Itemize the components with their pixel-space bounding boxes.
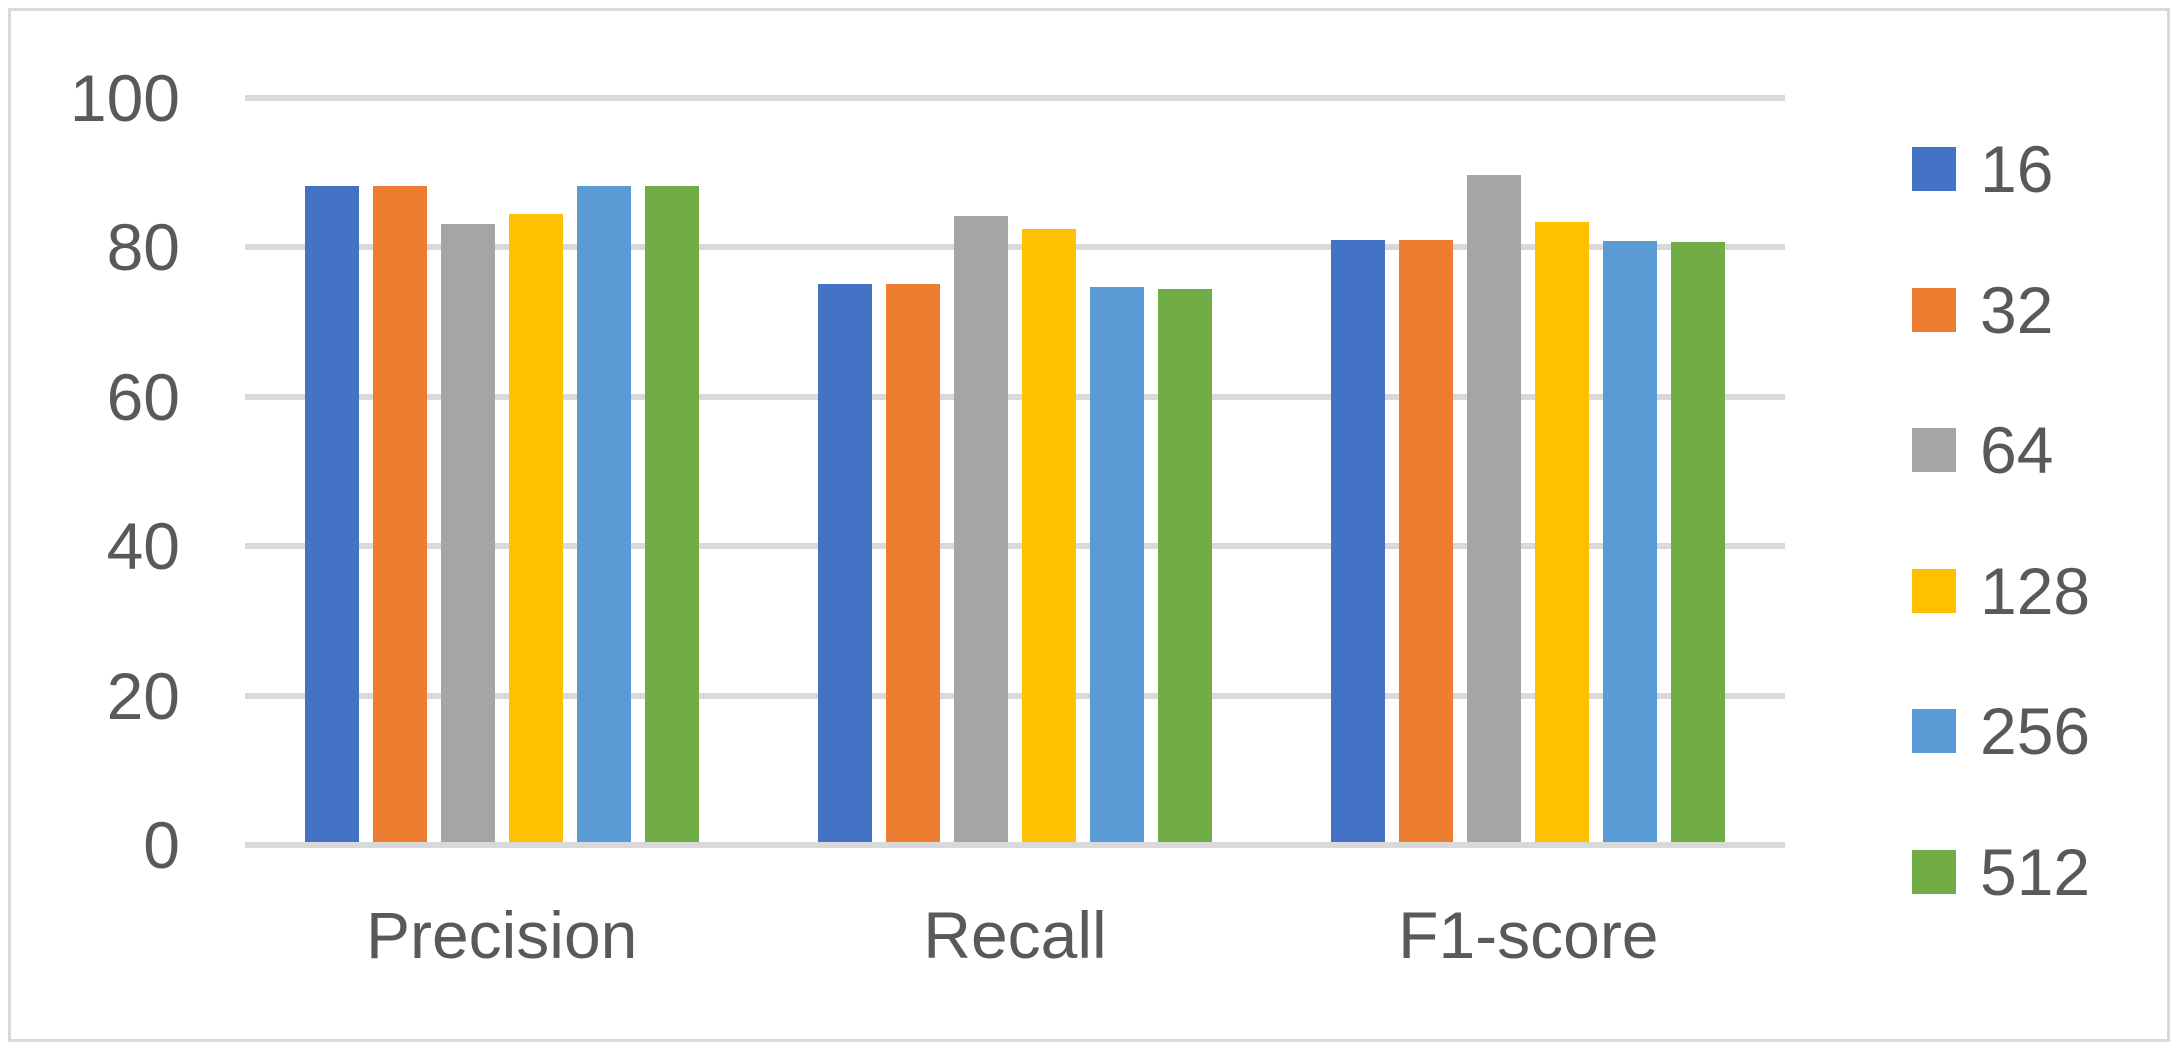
- legend-label: 256: [1980, 694, 2091, 769]
- category-label: F1-score: [1398, 898, 1659, 972]
- category-label: Recall: [923, 898, 1107, 972]
- bar-64-precision: [440, 223, 495, 842]
- ytick-label: 80: [106, 210, 180, 284]
- bar-16-f1-score: [1331, 239, 1386, 842]
- legend-swatch-icon: [1912, 568, 1956, 613]
- legend-item-32: 32: [1912, 260, 2090, 360]
- bar-group-precision: [304, 185, 699, 842]
- legend-swatch-icon: [1912, 287, 1956, 332]
- legend-swatch-icon: [1912, 709, 1956, 754]
- legend-label: 512: [1980, 834, 2091, 909]
- legend-swatch-icon: [1912, 147, 1956, 191]
- bar-32-f1-score: [1399, 239, 1454, 842]
- bar-256-recall: [1090, 286, 1144, 842]
- legend-item-128: 128: [1912, 541, 2090, 641]
- bar-512-precision: [644, 185, 699, 842]
- gridline: [245, 94, 1785, 101]
- legend-label: 16: [1980, 132, 2054, 206]
- legend-item-512: 512: [1912, 822, 2090, 922]
- bar-32-recall: [886, 283, 940, 842]
- x-axis-line: [245, 842, 1785, 848]
- legend-label: 32: [1980, 272, 2054, 347]
- ytick-label: 40: [106, 509, 180, 583]
- ytick-label: 0: [143, 808, 180, 882]
- gridline: [245, 393, 1785, 400]
- bar-128-f1-score: [1535, 222, 1590, 842]
- bar-256-precision: [576, 185, 631, 842]
- ytick-label: 60: [106, 359, 180, 434]
- legend-item-256: 256: [1912, 681, 2090, 781]
- chart-frame: [8, 8, 2170, 1042]
- category-label: Precision: [365, 898, 638, 972]
- bar-128-precision: [508, 214, 563, 842]
- legend-swatch-icon: [1912, 428, 1956, 473]
- legend-item-64: 64: [1912, 400, 2090, 500]
- bar-256-f1-score: [1603, 241, 1658, 842]
- bar-512-recall: [1158, 288, 1212, 842]
- ytick-label: 20: [106, 658, 180, 733]
- bar-64-recall: [954, 215, 1008, 842]
- legend-label: 128: [1980, 553, 2091, 628]
- bar-16-precision: [304, 186, 359, 842]
- bar-512-f1-score: [1671, 241, 1726, 842]
- legend-label: 64: [1980, 413, 2054, 488]
- bar-128-recall: [1022, 229, 1076, 842]
- ytick-label: 100: [69, 60, 180, 135]
- gridline: [245, 543, 1785, 549]
- legend: 16 32 64 128 256 512: [1912, 119, 2090, 922]
- legend-item-16: 16: [1912, 119, 2090, 219]
- legend-swatch-icon: [1912, 849, 1956, 894]
- bar-32-precision: [372, 186, 427, 842]
- bar-group-f1-score: [1331, 175, 1726, 842]
- bar-16-recall: [818, 283, 872, 842]
- gridline: [245, 244, 1785, 250]
- gridline: [245, 692, 1785, 699]
- bar-group-recall: [818, 215, 1212, 842]
- bar-64-f1-score: [1467, 175, 1522, 842]
